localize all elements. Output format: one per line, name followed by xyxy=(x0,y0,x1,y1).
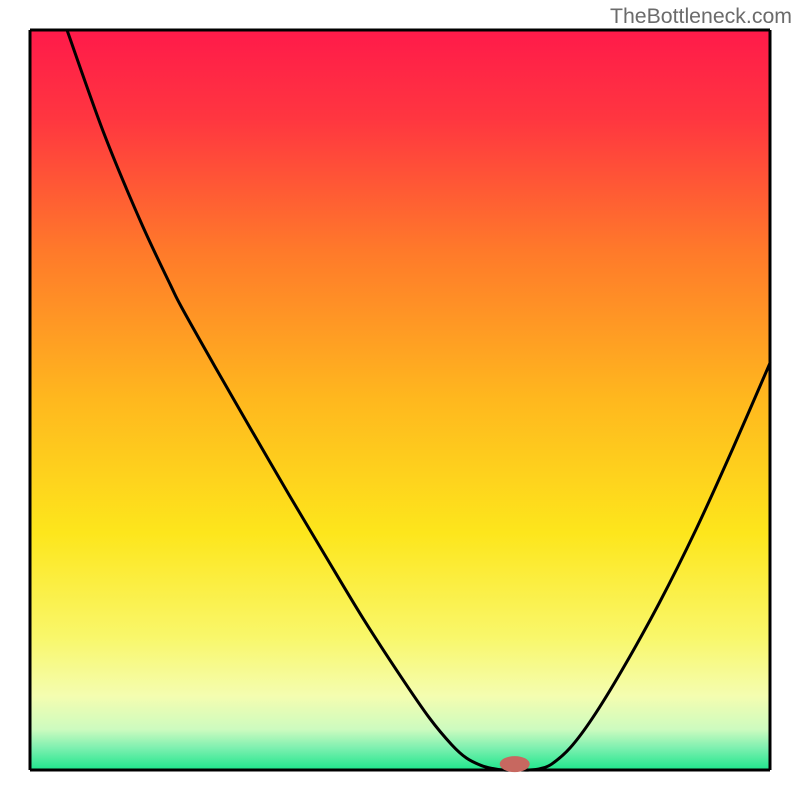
plot-background xyxy=(30,30,770,770)
chart-container: TheBottleneck.com xyxy=(0,0,800,800)
optimal-point-marker xyxy=(500,756,530,772)
watermark-text: TheBottleneck.com xyxy=(610,4,792,29)
bottleneck-chart xyxy=(0,0,800,800)
